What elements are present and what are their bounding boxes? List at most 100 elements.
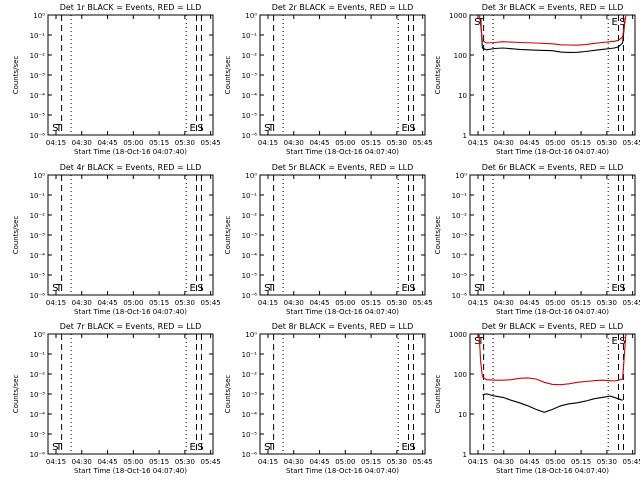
y-axis-label: Counts/sec [224, 216, 232, 255]
marker-t-left: T [267, 442, 275, 453]
panel-title: Det 3r BLACK = Events, RED = LLD [482, 3, 624, 12]
y-axis-label: Counts/sec [434, 56, 442, 95]
x-axis-label: Start Time (18-Oct-16 04:07:40) [496, 308, 609, 316]
y-tick-label: 10⁻⁶ [30, 451, 46, 459]
y-tick-label: 10⁻⁵ [30, 272, 46, 280]
x-tick-label: 04:45 [519, 299, 539, 307]
marker-s-left: S [264, 442, 270, 453]
marker-s-left: S [474, 283, 480, 294]
y-tick-label: 10⁻⁶ [242, 451, 258, 459]
x-tick-label: 05:00 [545, 299, 565, 307]
x-tick-label: 04:45 [97, 458, 117, 466]
panel-det-3: Det 3r BLACK = Events, RED = LLD 1 10 100 10… [434, 3, 640, 156]
y-tick-label: 100 [454, 371, 467, 379]
x-tick-label: 05:00 [123, 299, 143, 307]
y-axis-label: Counts/sec [12, 375, 20, 414]
x-axis-label: Start Time (18-Oct-16 04:07:40) [286, 148, 399, 156]
panel-det-2: Det 2r BLACK = Events, RED = LLD 10⁻⁶ 10⁻⁵… [224, 3, 433, 156]
marker-s-right: S [619, 283, 625, 294]
y-tick-label: 10⁻³ [452, 232, 468, 240]
x-tick-label: 04:15 [46, 139, 66, 147]
x-tick-label: 04:45 [519, 139, 539, 147]
y-tick-label: 10⁻¹ [242, 32, 258, 40]
panel-det-1: Det 1r BLACK = Events, RED = LLD 10⁻⁶ 10⁻⁵… [12, 3, 221, 156]
y-tick-label: 1000 [449, 331, 467, 339]
x-tick-label: 05:15 [361, 139, 381, 147]
y-axis-label: Counts/sec [434, 216, 442, 255]
x-tick-label: 04:15 [468, 139, 488, 147]
x-tick-label: 04:45 [309, 139, 329, 147]
x-tick-label: 05:15 [571, 458, 591, 466]
y-tick-label: 10⁻³ [242, 72, 258, 80]
y-tick-label: 10⁻² [30, 371, 46, 379]
marker-s-left: S [264, 283, 270, 294]
panel-title: Det 5r BLACK = Events, RED = LLD [272, 163, 414, 172]
panel-title: Det 7r BLACK = Events, RED = LLD [60, 322, 202, 331]
x-tick-label: 05:45 [201, 299, 221, 307]
series-line [482, 393, 623, 413]
x-tick-label: 04:45 [97, 139, 117, 147]
y-tick-label: 10⁻² [30, 212, 46, 220]
y-tick-label: 10⁰ [245, 331, 257, 339]
x-tick-label: 05:15 [571, 139, 591, 147]
panel-det-5: Det 5r BLACK = Events, RED = LLD 10⁻⁶ 10⁻⁵… [224, 163, 433, 316]
panel-title: Det 4r BLACK = Events, RED = LLD [60, 163, 202, 172]
marker-e: E [401, 283, 407, 294]
x-tick-label: 04:30 [72, 458, 92, 466]
x-axis-label: Start Time (18-Oct-16 04:07:40) [74, 308, 187, 316]
y-tick-label: 10⁻³ [242, 232, 258, 240]
x-axis-label: Start Time (18-Oct-16 04:07:40) [286, 308, 399, 316]
marker-s-left: S [52, 442, 58, 453]
y-tick-label: 10⁻¹ [242, 192, 258, 200]
y-tick-label: 10⁰ [33, 12, 45, 20]
y-tick-label: 10⁻⁴ [242, 411, 258, 419]
marker-t-left: T [267, 123, 275, 134]
x-tick-label: 05:00 [545, 139, 565, 147]
x-tick-label: 05:15 [361, 458, 381, 466]
y-tick-label: 10⁰ [455, 172, 467, 180]
x-tick-label: 05:15 [149, 458, 169, 466]
x-tick-label: 05:45 [201, 458, 221, 466]
panel-title: Det 1r BLACK = Events, RED = LLD [60, 3, 202, 12]
marker-s-left: S [474, 336, 480, 347]
marker-s-left: S [52, 123, 58, 134]
marker-s-right: S [619, 336, 625, 347]
y-tick-label: 10⁻⁵ [242, 431, 258, 439]
y-tick-label: 10⁻⁴ [30, 252, 46, 260]
y-tick-label: 10⁰ [33, 172, 45, 180]
x-tick-label: 05:45 [623, 458, 640, 466]
x-tick-label: 04:15 [258, 299, 278, 307]
marker-t-left: T [477, 283, 485, 294]
y-tick-label: 10⁻⁶ [30, 132, 46, 140]
marker-e: E [401, 442, 407, 453]
y-tick-label: 10⁻³ [30, 72, 46, 80]
panel-det-9: Det 9r BLACK = Events, RED = LLD 1 10 100 10… [434, 322, 640, 475]
x-tick-label: 04:15 [468, 458, 488, 466]
y-tick-label: 10⁻¹ [30, 32, 46, 40]
x-tick-label: 04:15 [258, 139, 278, 147]
marker-e: E [189, 123, 195, 134]
marker-t-left: T [55, 283, 63, 294]
x-tick-label: 05:30 [175, 139, 195, 147]
marker-s-left: S [264, 123, 270, 134]
x-tick-label: 05:00 [335, 139, 355, 147]
series-line [478, 333, 627, 386]
y-tick-label: 10⁻⁵ [452, 272, 468, 280]
x-tick-label: 04:45 [519, 458, 539, 466]
marker-s-right: S [197, 283, 203, 294]
x-axis-label: Start Time (18-Oct-16 04:07:40) [496, 467, 609, 475]
y-tick-label: 1 [463, 451, 467, 459]
y-tick-label: 10⁰ [245, 172, 257, 180]
x-tick-label: 05:15 [149, 299, 169, 307]
panel-title: Det 8r BLACK = Events, RED = LLD [272, 322, 414, 331]
y-tick-label: 1 [463, 132, 467, 140]
y-axis-label: Counts/sec [12, 56, 20, 95]
y-tick-label: 10⁻⁶ [242, 132, 258, 140]
series-line [478, 14, 627, 46]
y-tick-label: 10⁻² [242, 52, 258, 60]
plot-frame [47, 174, 214, 296]
x-tick-label: 04:30 [72, 299, 92, 307]
y-tick-label: 10⁻⁵ [242, 272, 258, 280]
x-tick-label: 04:30 [494, 139, 514, 147]
y-tick-label: 10⁻⁴ [30, 411, 46, 419]
